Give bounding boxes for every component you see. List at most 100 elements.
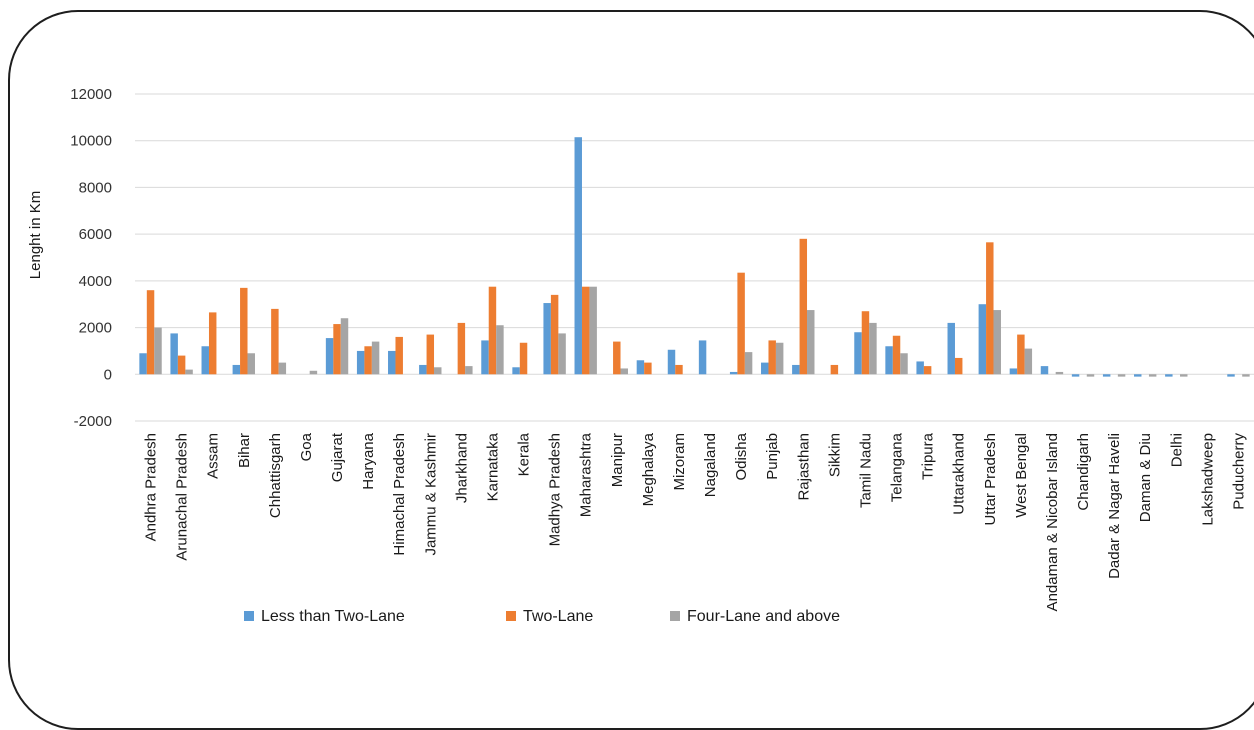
bar — [574, 137, 582, 375]
bar — [799, 238, 808, 375]
x-category-label: Sikkim — [826, 433, 843, 477]
bar — [768, 340, 776, 375]
bar — [240, 287, 248, 375]
bar — [923, 366, 932, 375]
x-category-label: Meghalaya — [640, 432, 657, 506]
bar — [885, 346, 893, 375]
x-category-label: Kerala — [516, 432, 533, 476]
x-category-label: Chandigarh — [1075, 433, 1092, 511]
bar — [1024, 348, 1033, 375]
legend-swatch — [670, 611, 680, 621]
x-category-label: Rajasthan — [795, 433, 812, 501]
x-category-label: Tamil Nadu — [857, 433, 874, 508]
bar — [419, 364, 427, 375]
bar — [1040, 366, 1049, 375]
bar — [309, 370, 318, 375]
bar — [993, 310, 1001, 375]
bar — [613, 341, 621, 375]
x-category-label: Goa — [298, 432, 315, 461]
x-category-label: Assam — [205, 433, 222, 479]
x-category-label: Haryana — [360, 432, 377, 489]
bar — [1117, 374, 1126, 377]
bar — [146, 290, 155, 375]
bar — [426, 334, 435, 375]
x-category-label: Maharashtra — [578, 432, 595, 517]
x-category-label: Uttarakhand — [951, 433, 968, 515]
bar — [729, 371, 738, 375]
y-tick-label: 12000 — [70, 86, 112, 103]
bar — [954, 357, 963, 375]
x-category-label: Jharkhand — [453, 433, 470, 503]
bar — [154, 327, 162, 375]
x-category-label: Chhattisgarh — [267, 433, 284, 518]
bar — [1086, 374, 1095, 377]
bars — [139, 137, 1250, 377]
x-category-label: Uttar Pradesh — [982, 433, 999, 526]
x-category-label: Tripura — [920, 432, 937, 480]
bar — [356, 350, 365, 375]
legend-label: Two-Lane — [523, 608, 593, 625]
gridlines — [135, 93, 1254, 422]
bar — [543, 303, 551, 375]
bar-chart: -2000 0 2000 4000 6000 8000 10000 12000 Lenght … — [27, 86, 1254, 625]
y-tick-label: -2000 — [74, 413, 112, 430]
bar — [1180, 374, 1188, 377]
legend-swatch — [506, 611, 516, 621]
bar — [395, 336, 403, 375]
bar — [247, 353, 255, 375]
bar — [496, 325, 504, 375]
bar — [1071, 374, 1080, 377]
bar — [488, 286, 497, 375]
bar — [978, 304, 987, 375]
x-category-label: Bihar — [236, 433, 253, 468]
x-category-label: Dadar & Nagar Haveli — [1106, 433, 1123, 579]
bar — [558, 333, 566, 375]
bar — [512, 367, 520, 375]
bar — [589, 286, 597, 375]
bar — [1009, 368, 1018, 375]
bar — [1134, 374, 1142, 377]
bar — [947, 322, 955, 375]
bar — [900, 353, 908, 375]
bar — [170, 333, 178, 375]
x-category-label: Punjab — [764, 433, 781, 480]
bar — [916, 361, 924, 375]
bar — [271, 308, 279, 375]
bar — [1148, 374, 1157, 377]
x-category-label: Telangana — [889, 432, 906, 502]
x-category-label: Gujarat — [329, 432, 346, 482]
x-category-label: Mizoram — [671, 433, 688, 491]
bar — [185, 369, 193, 375]
y-tick-label: 10000 — [70, 133, 112, 150]
bar — [340, 318, 349, 375]
bar — [388, 350, 396, 375]
bar — [550, 294, 559, 375]
bar — [775, 342, 784, 375]
bar — [364, 346, 372, 375]
x-category-label: Andhra Pradesh — [143, 433, 160, 541]
bar — [675, 364, 683, 375]
x-category-label: Odisha — [733, 432, 750, 480]
x-axis-category-labels: Andhra Pradesh Arunachal Pradesh Assam Biha… — [143, 432, 1248, 611]
bar — [892, 335, 901, 375]
bar — [744, 352, 753, 375]
bar — [465, 366, 473, 375]
x-category-label: Himachal Pradesh — [391, 433, 408, 556]
legend-label: Less than Two-Lane — [261, 608, 405, 625]
bar — [1102, 374, 1111, 377]
bar — [636, 360, 645, 375]
bar — [830, 364, 839, 375]
bar — [667, 349, 676, 375]
bar — [519, 342, 528, 375]
bar — [201, 346, 209, 375]
y-tick-label: 6000 — [79, 226, 112, 243]
bar — [232, 364, 241, 375]
bar — [854, 332, 862, 375]
x-category-label: Andaman & Nicobar Island — [1044, 433, 1061, 611]
bar — [278, 362, 287, 375]
bar — [1242, 374, 1250, 377]
x-category-label: Madhya Pradesh — [547, 433, 564, 546]
legend-swatch — [244, 611, 254, 621]
x-category-label: Manipur — [609, 433, 626, 487]
bar — [139, 353, 147, 375]
